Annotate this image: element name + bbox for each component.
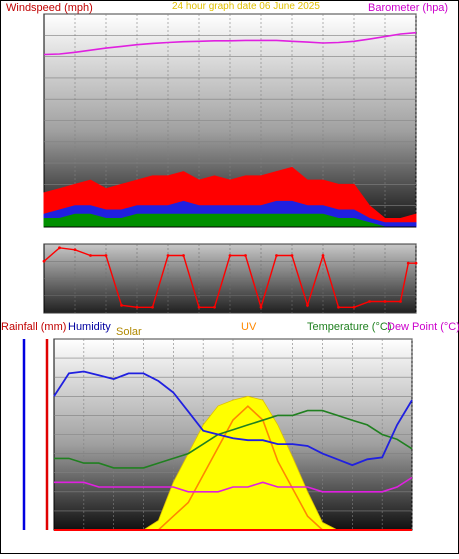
wind-series: [43, 31, 417, 228]
direction-point: [73, 248, 77, 252]
direction-point: [321, 254, 325, 257]
direction-point: [399, 300, 402, 303]
weather-axes: [22, 339, 49, 530]
baro-title: Barometer (hpa): [368, 2, 448, 14]
direction-series: [42, 246, 418, 310]
direction-point: [89, 254, 92, 257]
wind-title: Windspeed (mph): [6, 2, 93, 14]
direction-point: [275, 254, 278, 257]
direction-point: [244, 254, 247, 257]
wind-low-area: [43, 213, 416, 228]
dewpoint-line: [54, 476, 413, 493]
humidity-label: Humidity: [68, 321, 111, 333]
direction-point: [352, 305, 356, 309]
direction-point: [228, 254, 232, 257]
direction-point: [42, 259, 46, 263]
direction-point: [406, 261, 410, 265]
graph-date: 24 hour graph date 06 June 2025: [172, 1, 320, 12]
direction-point: [259, 305, 263, 309]
direction-point: [383, 300, 387, 303]
weather-series: [53, 370, 413, 531]
direction-point: [337, 305, 340, 309]
direction-point: [166, 254, 170, 257]
uv-label: UV: [241, 321, 257, 333]
direction-point: [182, 254, 185, 257]
direction-point: [104, 254, 108, 257]
direction-point: [58, 246, 61, 250]
temperature-line: [54, 409, 413, 469]
direction-point: [368, 300, 371, 303]
direction-point: [197, 305, 201, 309]
direction-point: [306, 303, 309, 307]
temperature-label: Temperature (°C): [307, 321, 391, 333]
direction-point: [213, 305, 216, 309]
direction-line: [43, 247, 416, 310]
rainfall-label: Rainfall (mm): [1, 321, 66, 333]
direction-point: [135, 305, 139, 309]
direction-point: [120, 303, 123, 307]
barometer-line: [43, 31, 417, 56]
direction-grid: [44, 243, 417, 314]
direction-point: [151, 305, 154, 309]
dewpoint-label: Dew Point (°C): [387, 321, 459, 333]
solar-label: Solar: [116, 326, 142, 338]
humidity-line: [53, 370, 413, 467]
direction-point: [414, 261, 418, 265]
direction-point: [290, 254, 294, 257]
